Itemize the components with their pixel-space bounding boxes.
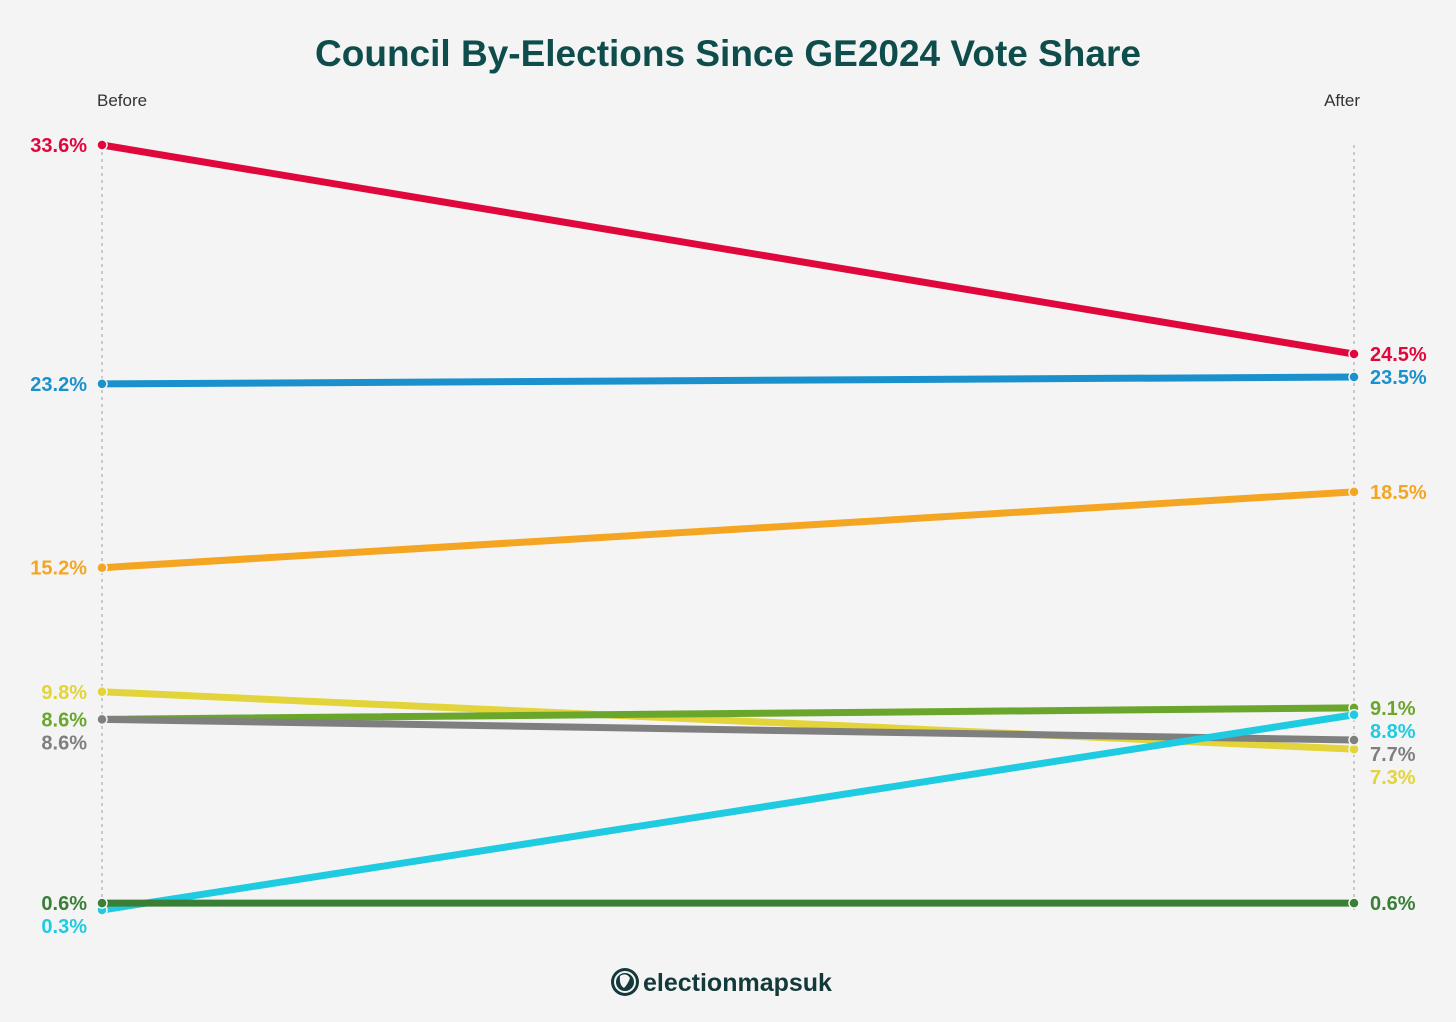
series-point-5-after (1348, 734, 1360, 746)
series-point-1-before (96, 378, 108, 390)
before-value-label: 8.6% (41, 709, 87, 731)
before-value-label: 15.2% (30, 558, 87, 580)
before-value-label: 0.3% (41, 916, 87, 938)
after-value-label: 23.5% (1370, 367, 1427, 389)
before-value-label: 9.8% (41, 682, 87, 704)
series-point-3-before (96, 686, 108, 698)
series-line-6 (98, 711, 1358, 914)
series-line-2 (98, 488, 1358, 572)
electionmapsuk-logo: electionmapsuk (611, 968, 832, 997)
series-line-0 (98, 141, 1358, 358)
before-column-label: Before (97, 91, 147, 110)
after-value-label: 7.3% (1370, 767, 1416, 789)
after-value-label: 8.8% (1370, 721, 1416, 743)
after-value-label: 18.5% (1370, 482, 1427, 504)
series-point-7-after (1348, 897, 1360, 909)
series-point-6-after (1348, 708, 1360, 721)
series-line-4 (98, 704, 1358, 723)
value-labels: 33.6% 24.5% 23.2% 23.5% 15.2% 18.5% 9.8% 7.3% 8.… (30, 135, 1427, 938)
before-value-label: 0.6% (41, 893, 87, 915)
series-point-0-after (1348, 348, 1360, 360)
logo-text: electionmapsuk (643, 969, 832, 997)
series-point-5-before (96, 713, 108, 726)
globe-icon-ring (614, 971, 636, 993)
after-value-label: 0.6% (1370, 893, 1416, 915)
before-value-label: 8.6% (41, 732, 87, 754)
after-column-label: After (1324, 91, 1360, 110)
after-value-label: 7.7% (1370, 744, 1416, 766)
series-point-1-after (1348, 371, 1360, 383)
chart-title: Council By-Elections Since GE2024 Vote S… (315, 33, 1141, 74)
series-point-2-before (96, 561, 108, 574)
before-value-label: 23.2% (30, 374, 87, 396)
after-value-label: 9.1% (1370, 698, 1416, 720)
series-point-7-before (96, 897, 108, 909)
series-lines (96, 139, 1360, 916)
before-value-label: 33.6% (30, 135, 87, 157)
series-line-1 (98, 373, 1358, 388)
after-value-label: 24.5% (1370, 344, 1427, 366)
series-point-2-after (1348, 486, 1360, 498)
globe-icon-land (619, 974, 630, 988)
series-line-5 (98, 715, 1358, 744)
series-point-0-before (96, 139, 108, 151)
